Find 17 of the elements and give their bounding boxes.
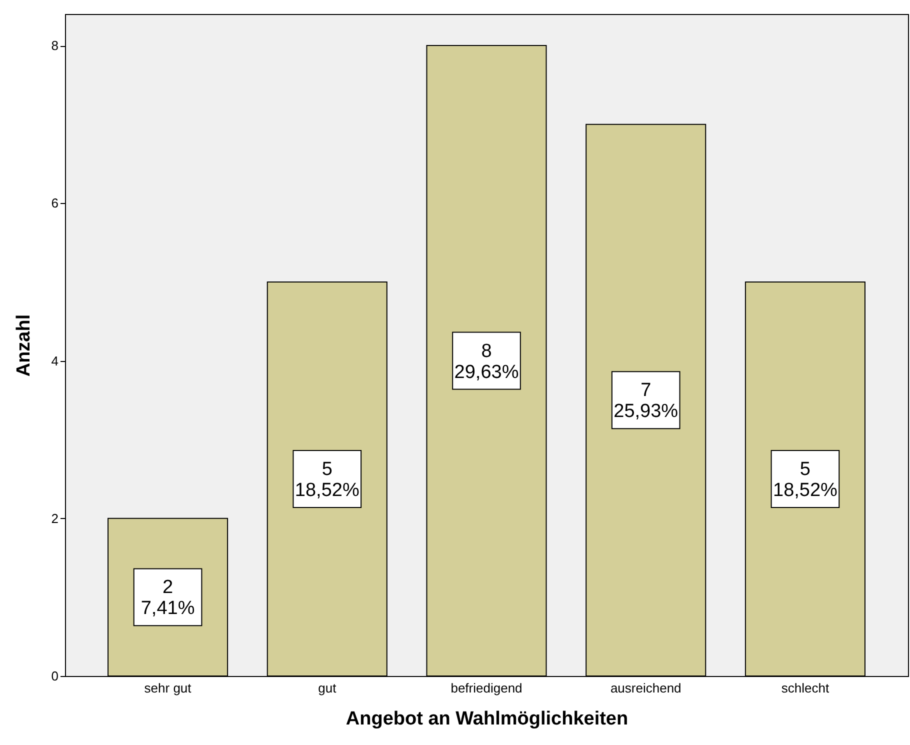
data-label: 8 29,63% (454, 340, 519, 383)
data-label: 5 18,52% (772, 458, 838, 501)
y-tick-label: 0 (51, 668, 58, 684)
data-label: 7 25,93% (614, 380, 678, 422)
y-axis-title: Anzahl (13, 314, 34, 377)
y-tick-label: 6 (51, 196, 58, 211)
y-tick-label: 2 (51, 510, 58, 526)
x-tick-label: ausreichend (610, 680, 682, 696)
x-axis-title: Angebot an Wahlmöglichkeiten (346, 708, 628, 730)
x-tick-label: befriedigend (450, 680, 522, 696)
y-tick-label: 8 (51, 38, 58, 54)
data-label: 2 7,41% (140, 577, 195, 620)
x-tick-label: schlecht (781, 680, 830, 696)
data-label: 5 18,52% (294, 458, 360, 501)
x-tick-label: sehr gut (144, 680, 192, 696)
x-tick-label: gut (318, 680, 337, 696)
y-tick-label: 4 (51, 353, 58, 368)
